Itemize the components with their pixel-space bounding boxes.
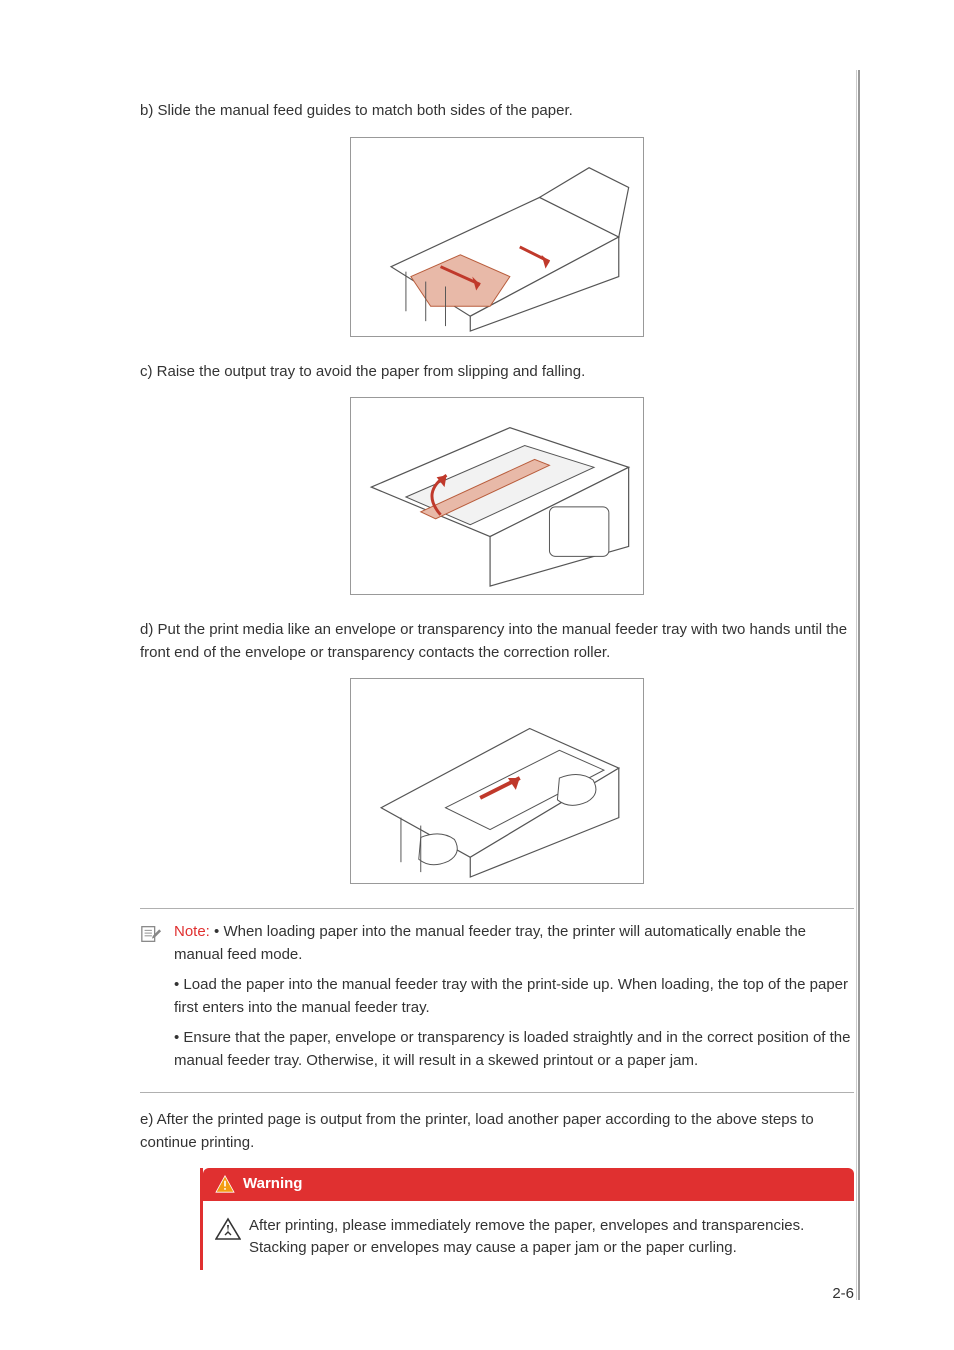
step-b-text: b) Slide the manual feed guides to match…: [140, 100, 854, 123]
note-item-2: • Ensure that the paper, envelope or tra…: [174, 1027, 854, 1072]
warning-block: Warning After printing, please immediate…: [200, 1168, 854, 1270]
warning-title: Warning: [243, 1173, 302, 1196]
note-pencil-icon: [140, 923, 170, 953]
figure-c-illustration: [351, 398, 643, 594]
note-block: Note: • When loading paper into the manu…: [140, 908, 854, 1093]
figure-c: [350, 397, 644, 595]
warning-text: After printing, please immediately remov…: [249, 1215, 838, 1260]
orange-exclaim-triangle-icon: [215, 1175, 235, 1193]
note-item-0: Note: • When loading paper into the manu…: [174, 921, 854, 966]
page-number: 2-6: [832, 1283, 854, 1306]
page-side-rule: [856, 70, 860, 1300]
figure-b: [350, 137, 644, 337]
step-d-text: d) Put the print media like an envelope …: [140, 619, 854, 664]
figure-d: [350, 678, 644, 884]
warning-body: After printing, please immediately remov…: [203, 1201, 854, 1270]
note-item-0-text: • When loading paper into the manual fee…: [174, 923, 806, 963]
step-e-text: e) After the printed page is output from…: [140, 1109, 854, 1154]
warning-header: Warning: [203, 1168, 854, 1201]
step-c-text: c) Raise the output tray to avoid the pa…: [140, 361, 854, 384]
note-label: Note:: [174, 923, 210, 940]
note-item-1: • Load the paper into the manual feeder …: [174, 974, 854, 1019]
figure-b-illustration: [351, 138, 643, 336]
note-body: Note: • When loading paper into the manu…: [170, 921, 854, 1080]
hazard-triangle-icon: [215, 1217, 249, 1249]
figure-d-illustration: [351, 679, 643, 883]
